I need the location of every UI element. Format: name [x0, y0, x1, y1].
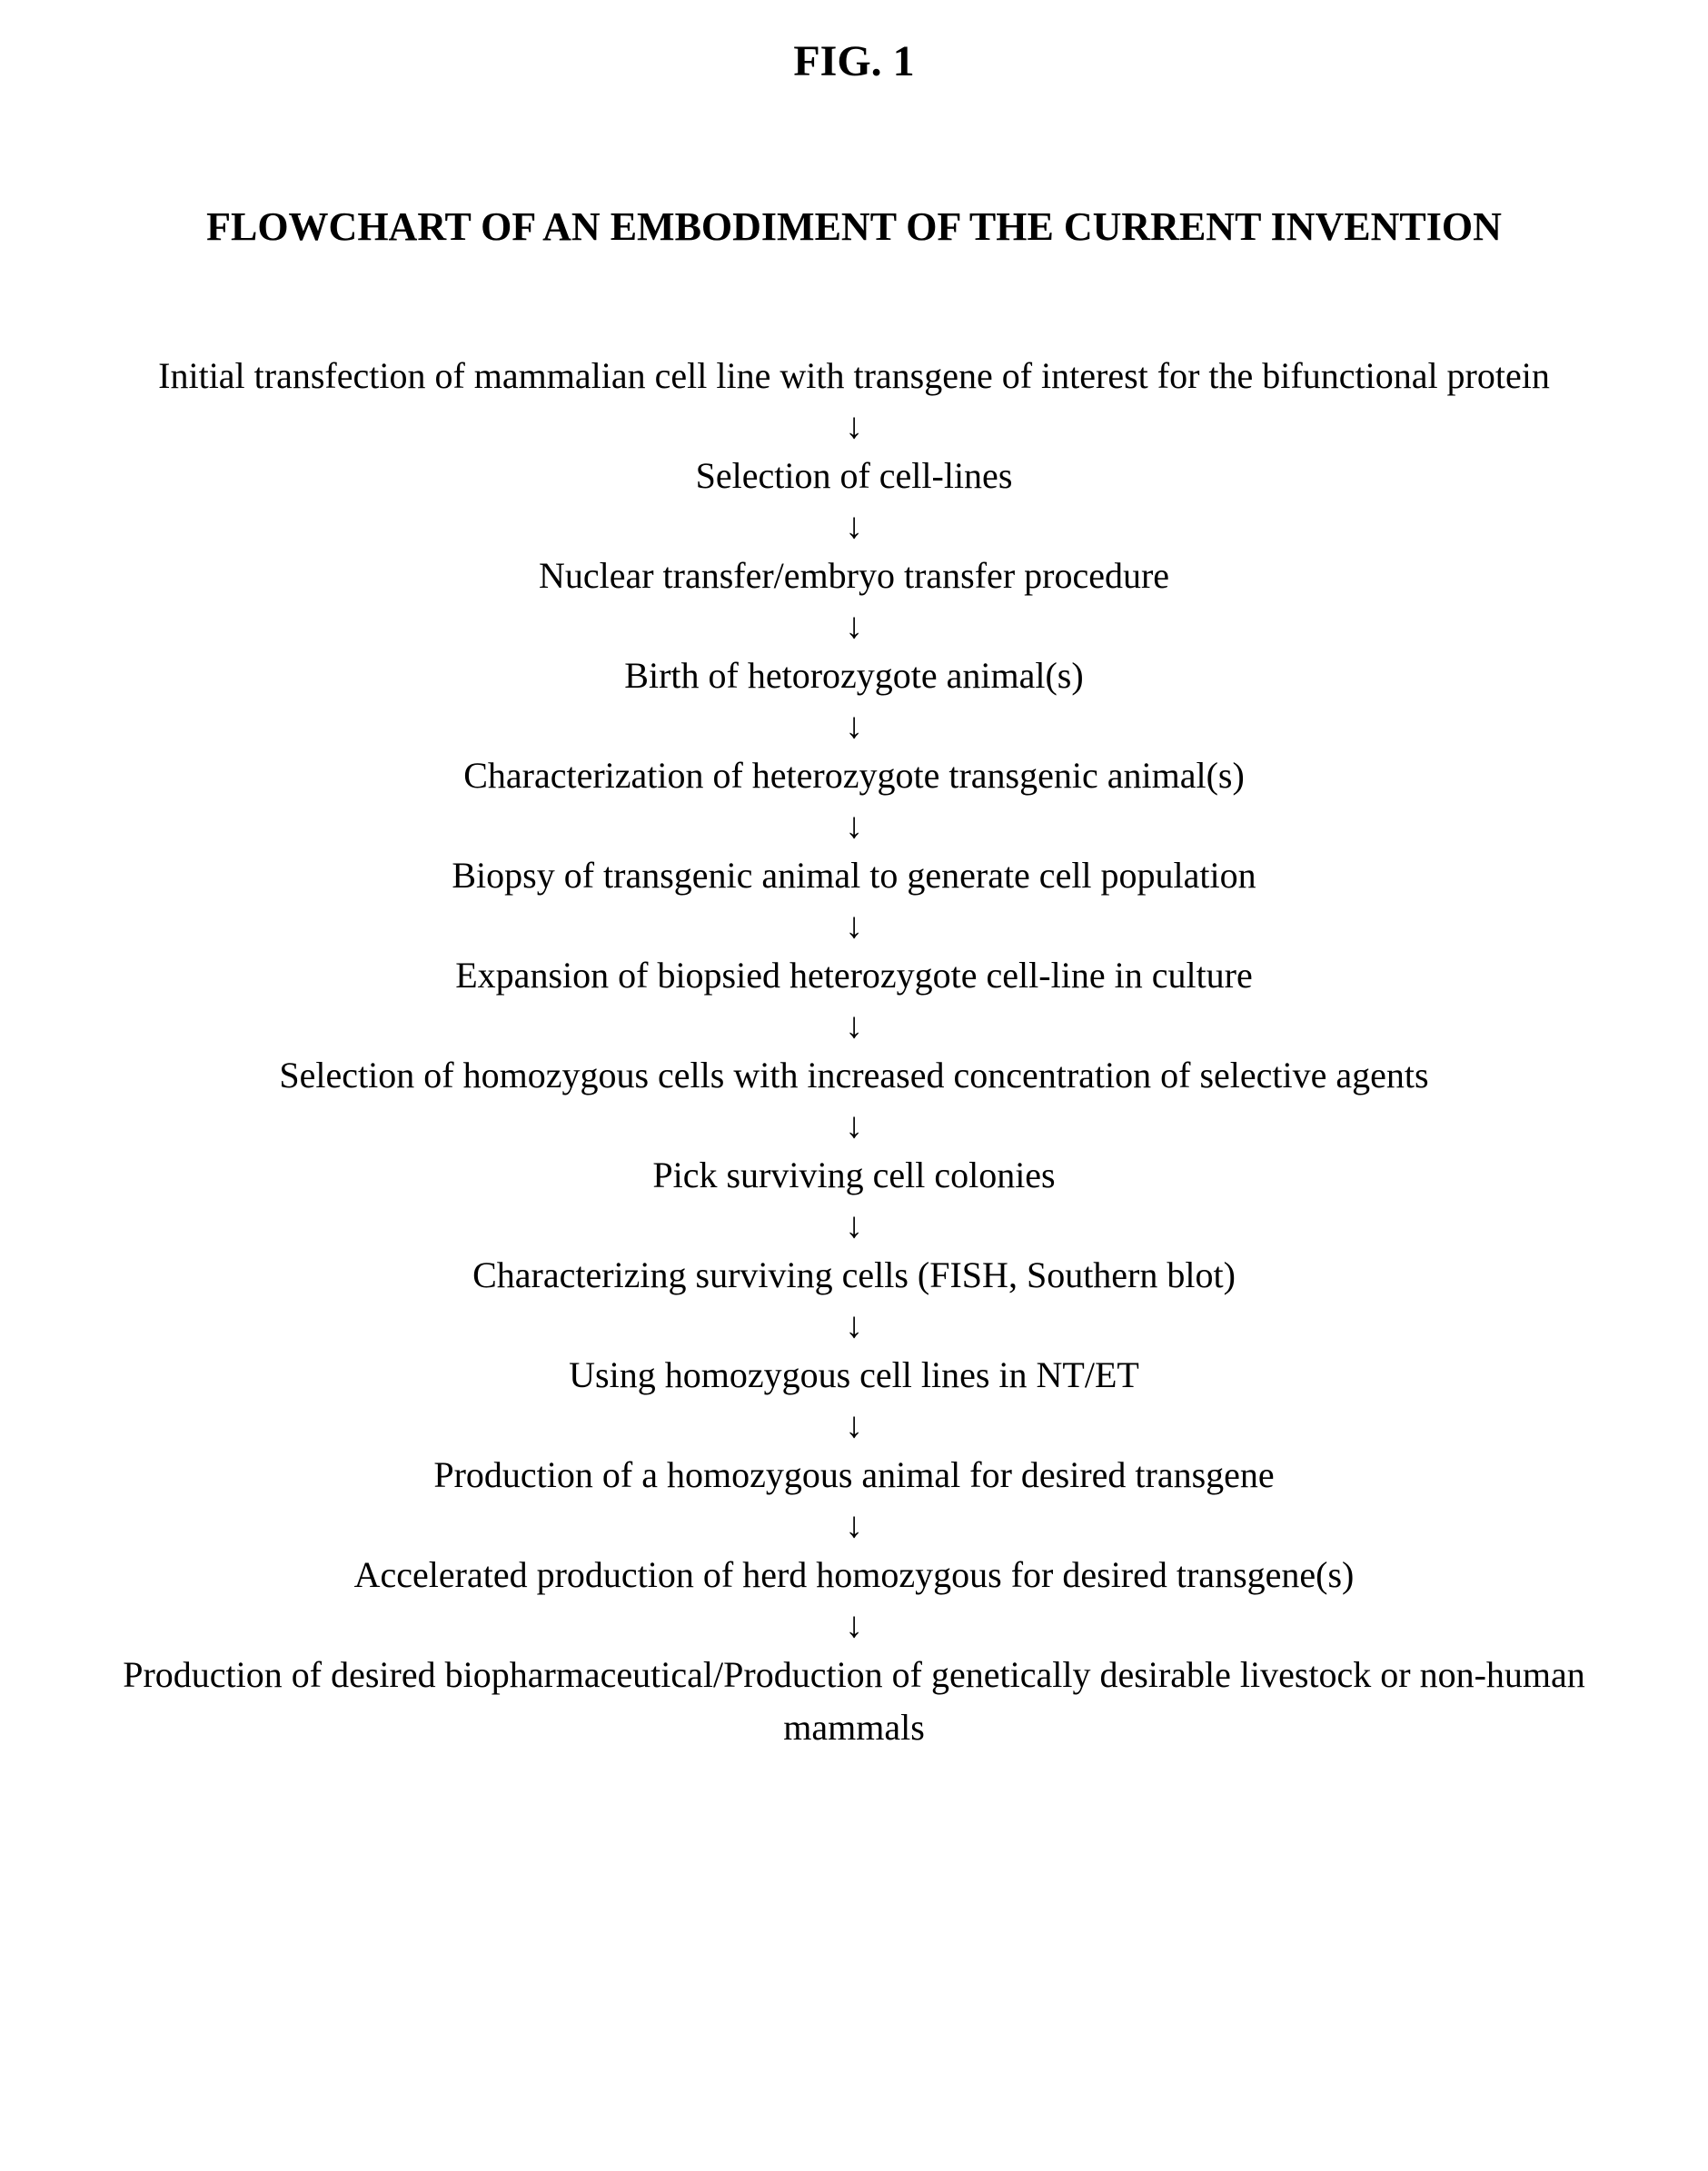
flow-step: Pick surviving cell colonies: [55, 1149, 1653, 1202]
down-arrow-icon: ↓: [55, 1307, 1653, 1343]
flow-step: Expansion of biopsied heterozygote cell-…: [55, 949, 1653, 1002]
flow-step: Accelerated production of herd homozygou…: [55, 1549, 1653, 1601]
flow-step: Using homozygous cell lines in NT/ET: [55, 1349, 1653, 1402]
down-arrow-icon: ↓: [55, 907, 1653, 944]
flow-step: Production of desired biopharmaceutical/…: [55, 1649, 1653, 1754]
down-arrow-icon: ↓: [55, 708, 1653, 744]
flow-step: Initial transfection of mammalian cell l…: [55, 350, 1653, 402]
flow-step: Selection of homozygous cells with incre…: [55, 1049, 1653, 1102]
flow-step: Characterizing surviving cells (FISH, So…: [55, 1249, 1653, 1302]
down-arrow-icon: ↓: [55, 508, 1653, 544]
down-arrow-icon: ↓: [55, 1007, 1653, 1044]
down-arrow-icon: ↓: [55, 608, 1653, 644]
flow-step: Characterization of heterozygote transge…: [55, 749, 1653, 802]
figure-label: FIG. 1: [55, 36, 1653, 86]
down-arrow-icon: ↓: [55, 1107, 1653, 1144]
down-arrow-icon: ↓: [55, 808, 1653, 844]
down-arrow-icon: ↓: [55, 1507, 1653, 1543]
down-arrow-icon: ↓: [55, 1207, 1653, 1244]
flowchart-body: Initial transfection of mammalian cell l…: [55, 350, 1653, 1754]
flow-step: Selection of cell-lines: [55, 450, 1653, 502]
flow-step: Biopsy of transgenic animal to generate …: [55, 849, 1653, 902]
flow-step: Production of a homozygous animal for de…: [55, 1449, 1653, 1502]
down-arrow-icon: ↓: [55, 1607, 1653, 1643]
down-arrow-icon: ↓: [55, 1407, 1653, 1443]
flowchart-title: FLOWCHART OF AN EMBODIMENT OF THE CURREN…: [127, 195, 1581, 259]
flow-step: Birth of hetorozygote animal(s): [55, 649, 1653, 702]
down-arrow-icon: ↓: [55, 408, 1653, 444]
flow-step: Nuclear transfer/embryo transfer procedu…: [55, 550, 1653, 602]
